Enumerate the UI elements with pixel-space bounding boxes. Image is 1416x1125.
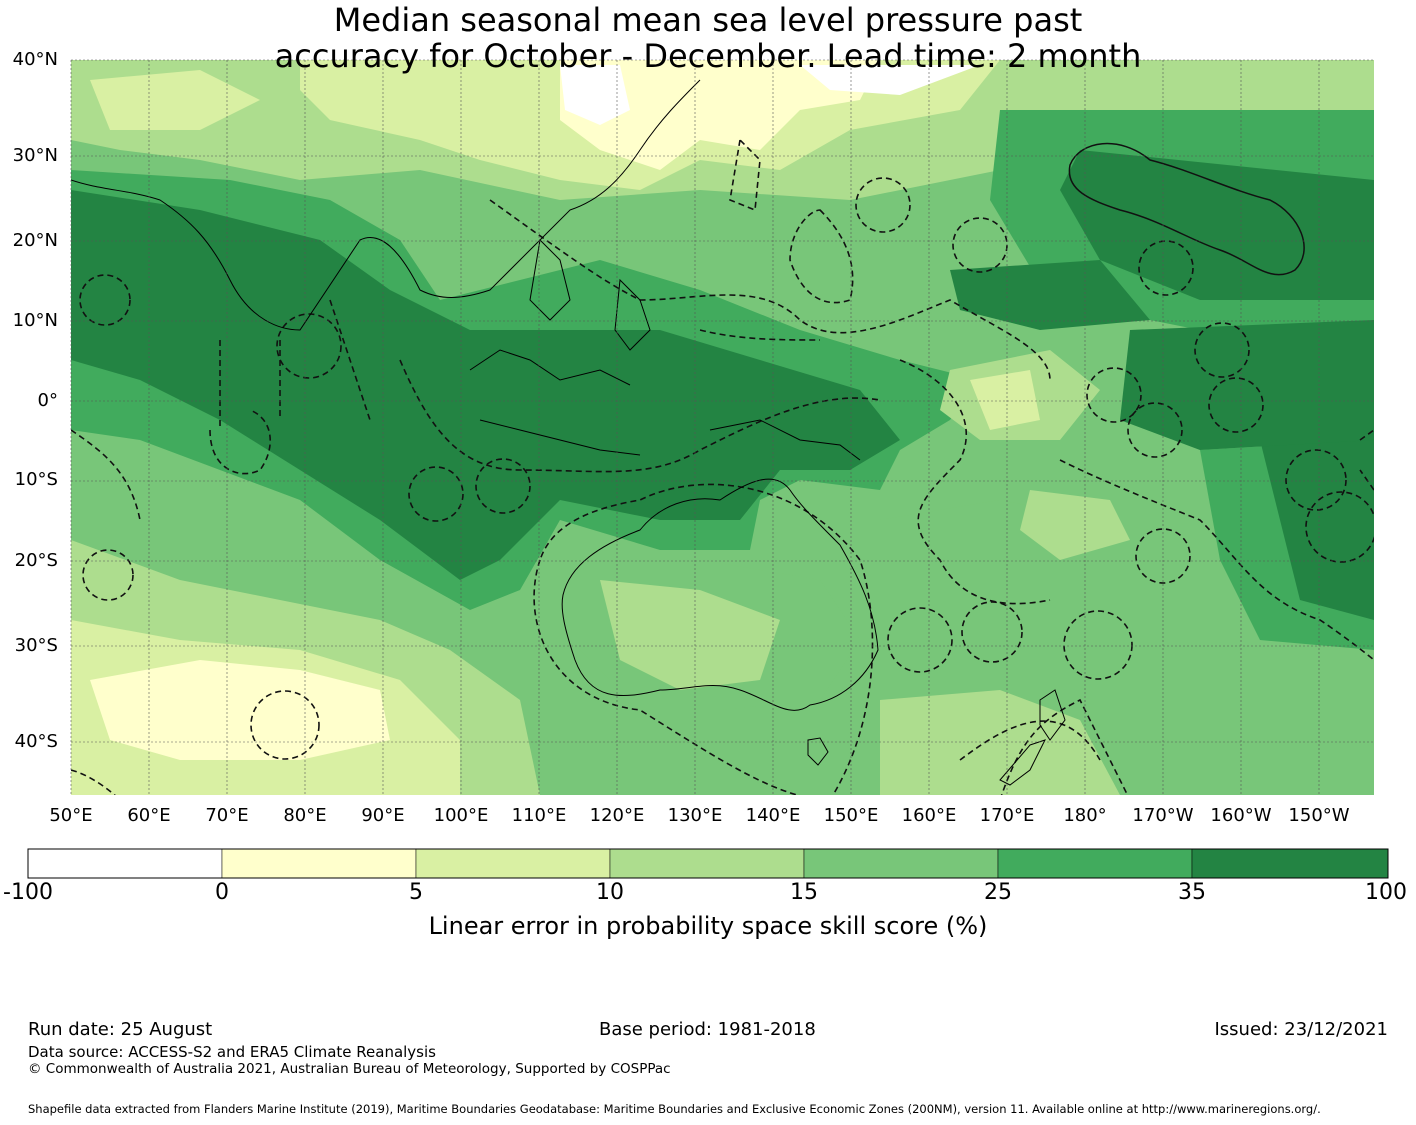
lon-label: 160°W (1210, 805, 1272, 826)
lat-label: 10°N (12, 310, 58, 331)
colorbar-bin (415, 848, 611, 879)
lon-label: 110°E (511, 805, 567, 826)
data-source: Data source: ACCESS-S2 and ERA5 Climate … (28, 1043, 436, 1061)
colorbar (27, 848, 1389, 879)
colorbar-bin (27, 848, 223, 879)
map-title-line-1: Median seasonal mean sea level pressure … (333, 1, 1083, 39)
colorbar-tick: 35 (1178, 880, 1206, 905)
colorbar-tick: 25 (984, 880, 1012, 905)
colorbar-bin (997, 848, 1193, 879)
lon-label: 100°E (433, 805, 489, 826)
lon-label: 160°E (901, 805, 957, 826)
colorbar-tick: 5 (409, 880, 423, 905)
lon-label: 170°W (1132, 805, 1194, 826)
lon-label: 150°E (823, 805, 879, 826)
lon-label: 170°E (979, 805, 1035, 826)
graticule (70, 59, 1374, 795)
eez-boundaries (71, 138, 1374, 795)
colorbar-bin (221, 848, 417, 879)
colorbar-tick: 100 (1365, 880, 1407, 905)
colorbar-label: Linear error in probability space skill … (428, 912, 988, 940)
colorbar-tick: 15 (790, 880, 818, 905)
issued-date: Issued: 23/12/2021 (1214, 1019, 1388, 1040)
map-title-line-2: accuracy for October - December. Lead ti… (274, 37, 1142, 75)
lat-label: 20°N (12, 230, 58, 251)
lon-label: 50°E (49, 805, 93, 826)
colorbar-bin (1191, 848, 1389, 879)
lat-label: 40°N (12, 49, 58, 70)
lat-label: 10°S (14, 469, 58, 490)
colorbar-tick: 10 (596, 880, 624, 905)
lon-label: 120°E (589, 805, 645, 826)
colorbar-bin (803, 848, 999, 879)
copyright: © Commonwealth of Australia 2021, Austra… (28, 1061, 671, 1077)
lat-label: 0° (37, 390, 58, 411)
colorbar-tick: 0 (215, 880, 229, 905)
coastlines (71, 79, 1066, 786)
lon-label: 60°E (127, 805, 171, 826)
colorbar-tick: -100 (3, 880, 53, 905)
lat-label: 30°N (12, 145, 58, 166)
run-date: Run date: 25 August (28, 1019, 213, 1040)
lon-label: 150°W (1288, 805, 1350, 826)
hawaii-eez (1068, 142, 1305, 276)
lat-label: 20°S (14, 550, 58, 571)
base-period: Base period: 1981-2018 (599, 1019, 816, 1040)
lon-label: 180° (1063, 805, 1107, 826)
lat-label: 40°S (14, 731, 58, 752)
lon-label: 80°E (283, 805, 327, 826)
lon-label: 70°E (205, 805, 249, 826)
lon-label: 90°E (361, 805, 405, 826)
colorbar-bin (609, 848, 805, 879)
lat-label: 30°S (14, 635, 58, 656)
shapefile-credit: Shapefile data extracted from Flanders M… (28, 1102, 1321, 1116)
lon-label: 130°E (667, 805, 723, 826)
lon-label: 140°E (745, 805, 801, 826)
